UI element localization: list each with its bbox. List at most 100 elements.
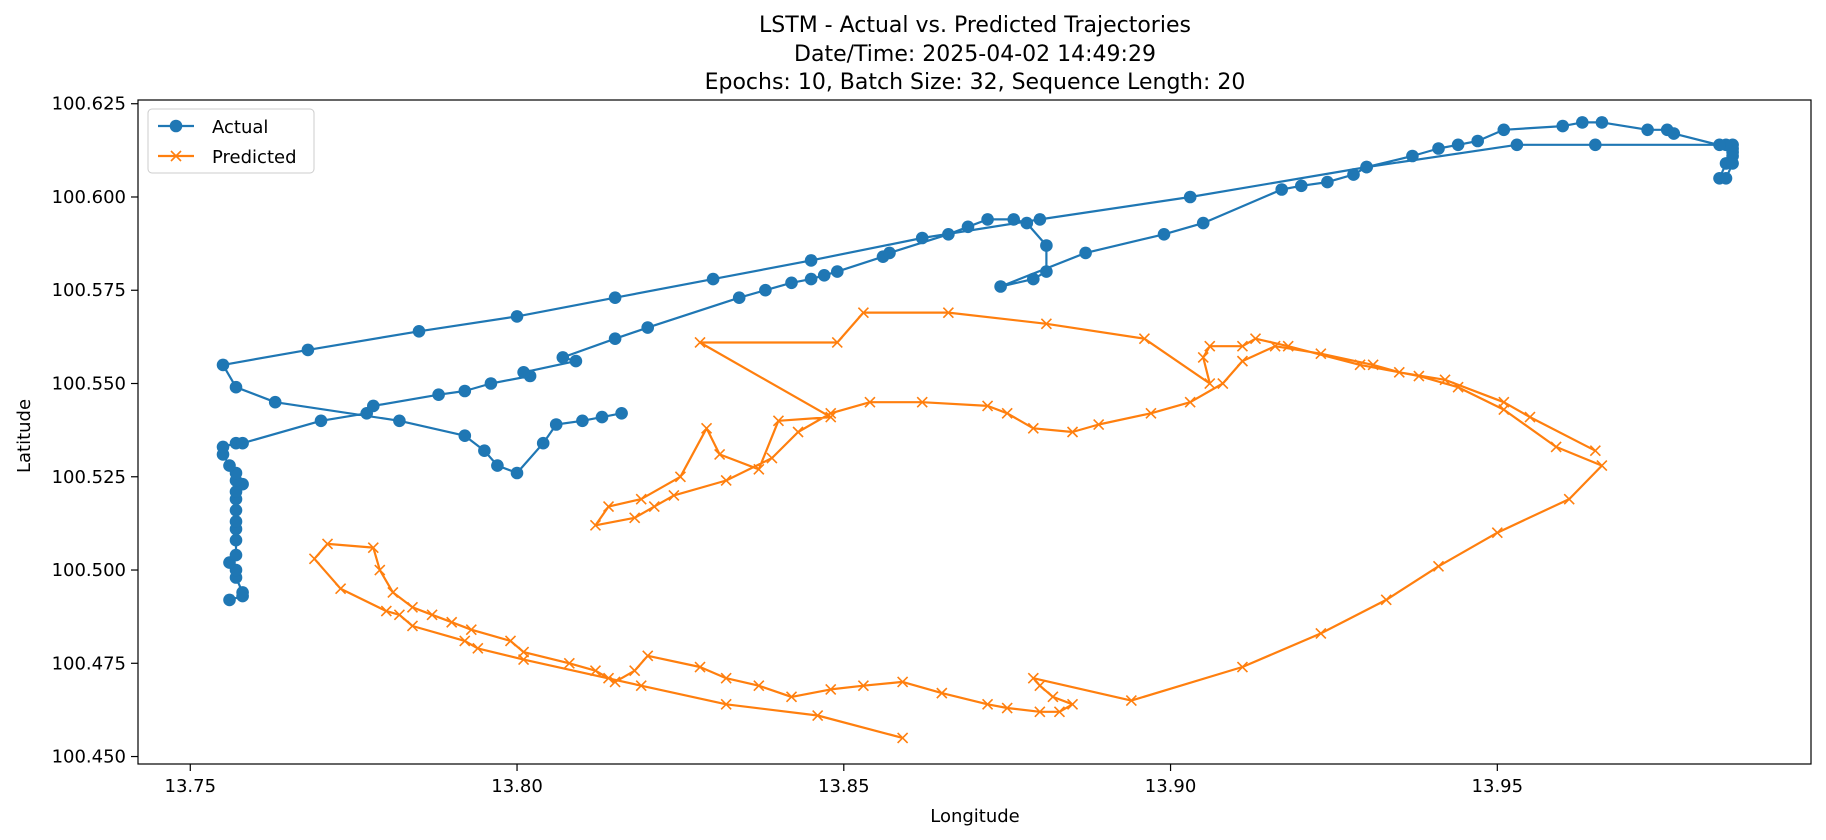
data-point-predicted (374, 564, 386, 576)
x-tick-label: 13.85 (818, 776, 870, 797)
y-tick-label: 100.575 (52, 280, 126, 301)
data-point-actual (817, 269, 831, 282)
data-point-actual (569, 354, 583, 368)
data-point-predicted (1184, 396, 1196, 408)
data-point-predicted (694, 336, 706, 349)
data-point-predicted (367, 542, 379, 554)
data-point-actual (1295, 179, 1308, 193)
data-point-predicted (393, 609, 405, 621)
data-point-predicted (387, 586, 399, 598)
data-point-predicted (1282, 340, 1294, 352)
data-point-predicted (629, 665, 641, 677)
data-point-actual (883, 246, 896, 260)
data-point-actual (517, 366, 530, 379)
data-point-actual (484, 377, 498, 390)
data-point-predicted (504, 635, 517, 647)
data-point-predicted (1596, 460, 1608, 472)
data-point-predicted (1027, 422, 1039, 434)
data-point-actual (478, 444, 491, 458)
data-point-predicted (668, 489, 680, 501)
y-tick-label: 100.450 (52, 747, 126, 768)
data-point-predicted (1354, 359, 1366, 371)
y-tick-label: 100.600 (52, 187, 126, 208)
data-point-predicted (589, 665, 602, 677)
data-point-predicted (982, 400, 994, 412)
data-point-predicted (694, 661, 706, 673)
data-point-actual (229, 515, 243, 528)
data-point-actual (1040, 239, 1053, 252)
data-point-predicted (1138, 333, 1150, 345)
data-point-predicted (864, 396, 876, 408)
data-point-predicted (1204, 377, 1216, 390)
data-point-actual (732, 291, 746, 305)
chart-title-line-1: LSTM - Actual vs. Predicted Trajectories (759, 13, 1191, 38)
data-point-predicted (1145, 407, 1157, 419)
data-point-predicted (563, 657, 575, 669)
data-point-predicted (1125, 695, 1137, 707)
data-point-predicted (1053, 706, 1066, 718)
legend: Actual Predicted (147, 108, 315, 174)
data-point-predicted (335, 583, 347, 595)
data-point-predicted (465, 624, 477, 636)
data-point-predicted (1236, 340, 1249, 352)
data-point-predicted (648, 501, 660, 513)
data-point-actual (229, 380, 243, 394)
data-point-predicted (700, 422, 713, 434)
data-point-predicted (1413, 370, 1425, 382)
data-point-predicted (602, 501, 615, 513)
data-point-actual (1713, 138, 1726, 152)
data-point-actual (491, 459, 504, 472)
data-point-predicted (1093, 418, 1105, 431)
data-point-actual (314, 414, 328, 428)
data-point-actual (831, 265, 844, 278)
series-actual (216, 116, 1739, 607)
data-point-predicted (1001, 407, 1013, 419)
data-point-predicted (1380, 594, 1392, 606)
data-point-actual (608, 332, 622, 346)
data-point-predicted (1236, 661, 1249, 673)
data-point-predicted (857, 680, 869, 692)
y-tick-label: 100.500 (52, 560, 126, 581)
data-point-predicted (380, 605, 392, 617)
data-point-predicted (812, 709, 824, 722)
data-point-actual (1667, 127, 1681, 140)
data-point-predicted (1439, 374, 1451, 386)
data-point-predicted (446, 616, 458, 628)
data-point-actual (804, 272, 818, 286)
data-point-predicted (635, 680, 647, 692)
data-point-predicted (459, 635, 471, 647)
data-point-predicted (857, 307, 869, 319)
plot-area (137, 99, 1812, 765)
data-point-actual (1321, 175, 1334, 189)
data-point-predicted (1269, 340, 1281, 352)
data-point-predicted (602, 672, 615, 684)
data-point-actual (223, 459, 236, 472)
data-point-actual (1726, 157, 1739, 170)
data-point-predicted (518, 646, 530, 658)
x-tick-label: 13.90 (1145, 776, 1197, 797)
data-point-predicted (1491, 527, 1503, 539)
data-point-actual (1007, 213, 1020, 226)
data-point-actual (608, 291, 622, 305)
data-point-predicted (714, 448, 726, 460)
data-point-actual (915, 231, 929, 245)
data-point-predicted (1452, 381, 1464, 393)
data-point-actual (785, 276, 798, 290)
data-point-actual (536, 436, 550, 450)
data-point-actual (510, 310, 524, 323)
data-point-actual (961, 220, 975, 234)
data-point-actual (367, 399, 380, 413)
data-point-predicted (1563, 493, 1575, 505)
data-point-predicted (1047, 691, 1059, 703)
data-point-predicted (942, 307, 954, 319)
data-point-actual (759, 283, 772, 297)
data-point-actual (1033, 213, 1047, 226)
data-point-predicted (720, 672, 732, 684)
data-point-predicted (1550, 441, 1562, 453)
data-point-actual (942, 228, 955, 241)
data-point-predicted (1040, 318, 1052, 330)
data-point-actual (1027, 272, 1040, 286)
data-point-actual (1183, 190, 1197, 204)
data-point-actual (458, 384, 472, 398)
data-point-predicted (897, 676, 909, 688)
